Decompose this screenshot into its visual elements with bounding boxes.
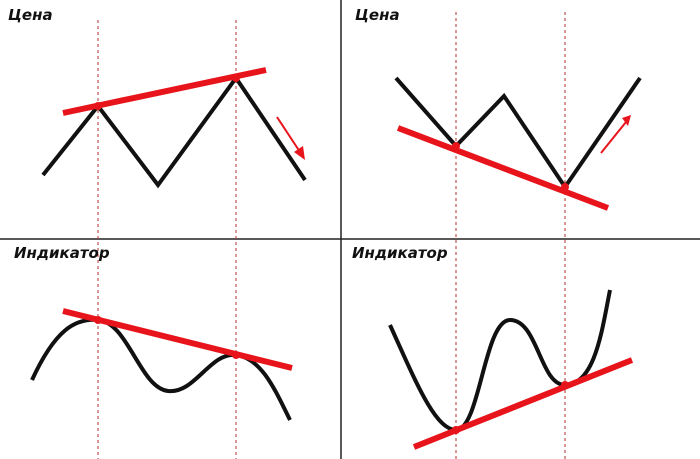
trend-line-rising-lows (412, 357, 634, 450)
panel-title-indicator-left: Индикатор (14, 244, 110, 262)
indicator-trough-marker-2 (561, 381, 569, 389)
down-arrow-head-icon (294, 146, 305, 160)
indicator-curve-bullish (388, 289, 612, 433)
price-line-bearish (41, 74, 307, 189)
peak-marker-1 (94, 102, 102, 110)
trough-marker-2 (561, 183, 569, 191)
up-arrow-icon (600, 121, 627, 154)
panel-title-price-right: Цена (355, 6, 400, 24)
trend-line-falling-lows (396, 125, 610, 211)
indicator-trough-marker-1 (452, 426, 460, 434)
up-arrow-head-icon (622, 115, 631, 126)
panel-title-price-left: Цена (8, 6, 53, 24)
peak-marker-2 (232, 74, 240, 82)
down-arrow-icon (276, 116, 301, 153)
indicator-peak-marker-1 (94, 316, 102, 324)
indicator-peak-marker-2 (232, 351, 240, 359)
trough-marker-1 (452, 142, 460, 150)
price-line-bullish (394, 76, 642, 191)
indicator-curve-bearish (30, 317, 292, 421)
panel-title-indicator-right: Индикатор (352, 244, 448, 262)
